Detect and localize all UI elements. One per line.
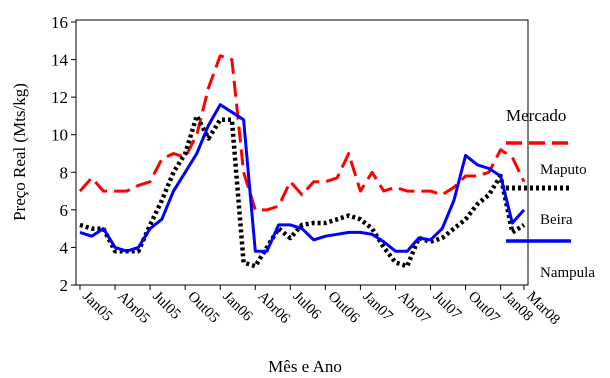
y-tick-label: 10	[51, 126, 68, 145]
series-line-nampula	[79, 103, 526, 253]
y-axis-title: Preço Real (Mts/kg)	[10, 83, 29, 221]
x-tick-label: Jul07	[430, 289, 465, 324]
x-axis-title: Mês e Ano	[268, 357, 342, 376]
x-tick-label: Jan07	[360, 289, 396, 325]
y-tick-label: 12	[51, 88, 68, 107]
x-tick-label: Abr07	[395, 289, 434, 328]
x-tick-label: Jul05	[149, 289, 183, 323]
series-layer	[78, 54, 526, 269]
x-tick-label: Jul06	[289, 289, 324, 324]
x-tick-label: Out05	[184, 289, 222, 327]
y-tick-label: 8	[60, 163, 69, 182]
x-tick-label: Jan06	[219, 289, 255, 325]
x-tick-label: Abr05	[114, 289, 152, 327]
x-tick-label: Out06	[325, 289, 363, 327]
legend-label-maputo: Maputo	[540, 162, 587, 178]
x-tick-label: Out07	[465, 289, 503, 327]
y-tick-label: 4	[60, 238, 69, 257]
legend-title: Mercado	[506, 106, 566, 125]
plot-frame	[75, 19, 529, 286]
legend-label-beira: Beira	[540, 212, 573, 228]
legend-label-nampula: Nampula	[540, 265, 595, 281]
series-line-beira	[79, 113, 526, 269]
legend: Mercado Maputo Beira Nampula	[506, 106, 595, 281]
y-axis: 2 4 6 8 10 12 14 16	[51, 13, 76, 295]
x-tick-label: Jan05	[79, 289, 115, 325]
x-tick-label: Abr06	[254, 289, 293, 328]
y-tick-label: 16	[51, 13, 68, 32]
series-line-maputo	[78, 54, 526, 212]
y-tick-label: 2	[60, 276, 69, 295]
y-tick-label: 6	[60, 201, 69, 220]
y-tick-label: 14	[51, 51, 69, 70]
